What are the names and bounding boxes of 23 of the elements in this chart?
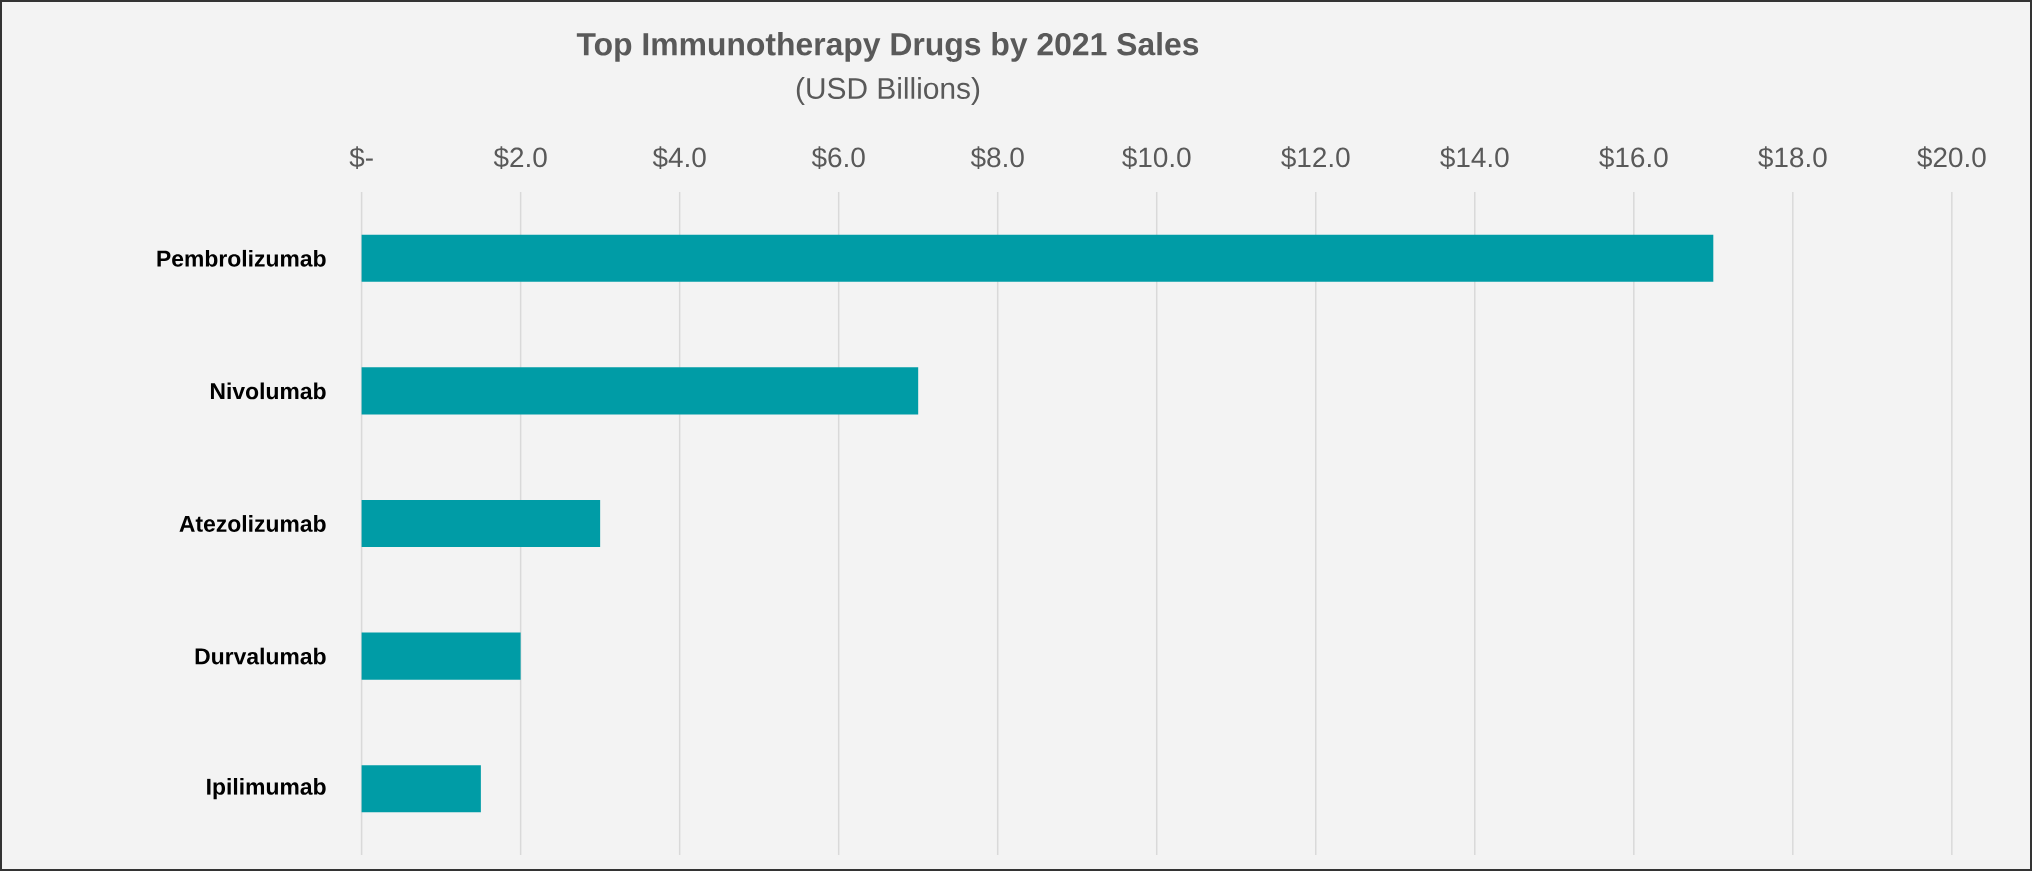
y-tick-label: Atezolizumab: [179, 515, 326, 532]
x-tick-label: $8.0: [970, 146, 1024, 169]
x-tick-label: $16.0: [1599, 146, 1668, 169]
bar: [361, 367, 919, 415]
chart-subtitle: (USD Billions): [796, 77, 980, 105]
bar: [361, 234, 1714, 282]
x-tick-label: $20.0: [1917, 146, 1986, 169]
y-tick-label: Nivolumab: [210, 382, 326, 400]
x-tick-label: $6.0: [811, 146, 865, 169]
bar: [361, 499, 601, 548]
x-tick-label: $12.0: [1281, 146, 1350, 169]
y-tick-label: Pembrolizumab: [157, 249, 326, 267]
bar: [361, 765, 481, 813]
chart-title: Top Immunotherapy Drugs by 2021 Sales: [576, 32, 1199, 62]
y-tick-label: Durvalumab: [195, 647, 326, 665]
x-tick-label: $2.0: [493, 146, 547, 169]
x-tick-label: $18.0: [1758, 146, 1827, 169]
x-tick-label: $4.0: [652, 146, 706, 169]
y-tick-label: Ipilimumab: [207, 778, 326, 800]
x-tick-label: $-: [349, 146, 373, 169]
bar: [361, 632, 521, 680]
x-tick-label: $14.0: [1440, 146, 1509, 169]
x-tick-label: $10.0: [1122, 146, 1191, 169]
